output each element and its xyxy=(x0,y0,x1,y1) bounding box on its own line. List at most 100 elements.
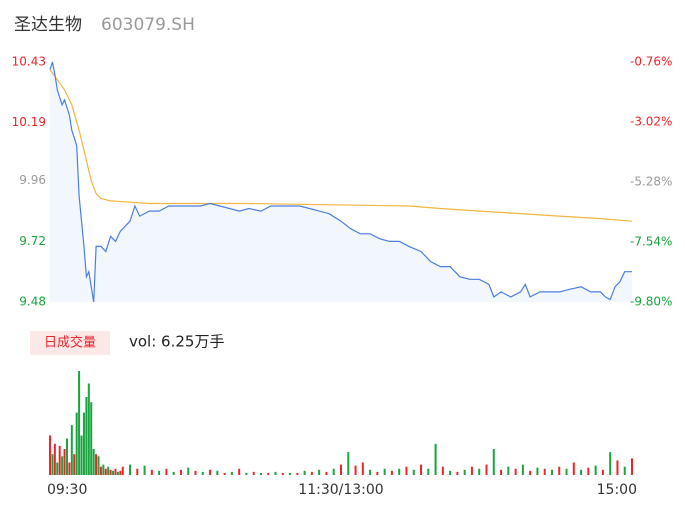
volume-bar xyxy=(252,471,255,475)
volume-bar xyxy=(73,454,76,475)
volume-bar xyxy=(56,462,59,475)
volume-bar xyxy=(53,443,56,475)
volume-bar xyxy=(456,471,459,475)
volume-bar xyxy=(274,471,277,475)
volume-bar xyxy=(550,469,553,475)
volume-bar xyxy=(463,469,466,475)
volume-bar xyxy=(65,438,68,475)
chart-title: 圣达生物 xyxy=(14,15,82,35)
volume-bar xyxy=(109,469,112,475)
y2-tick-label: -5.28% xyxy=(630,175,672,189)
x-tick-label: 09:30 xyxy=(47,482,87,498)
volume-bar xyxy=(616,460,619,475)
x-tick-label: 11:30/13:00 xyxy=(298,482,383,498)
volume-bar xyxy=(376,471,379,475)
volume-bar xyxy=(92,449,95,475)
price-line xyxy=(49,61,632,303)
volume-bar xyxy=(398,468,401,475)
average-line xyxy=(49,69,633,222)
volume-bar xyxy=(63,449,66,475)
volume-bar xyxy=(558,466,561,475)
volume-bar xyxy=(361,462,364,475)
volume-bar xyxy=(354,465,357,475)
y-tick-label: 9.72 xyxy=(19,234,46,248)
volume-bar xyxy=(420,464,423,475)
volume-bar xyxy=(85,397,88,475)
volume-bar xyxy=(58,445,61,475)
volume-bar xyxy=(230,471,233,475)
volume-bar xyxy=(97,456,100,475)
volume-bar xyxy=(136,468,139,475)
volume-bar xyxy=(296,472,299,475)
volume-bar xyxy=(514,468,517,475)
volume-bar xyxy=(121,466,124,475)
volume-bar xyxy=(99,466,102,475)
volume-label: 日成交量 xyxy=(44,335,96,351)
volume-bar xyxy=(78,371,81,475)
volume-bar xyxy=(521,464,524,475)
volume-bar xyxy=(238,468,241,475)
volume-text: vol: 6.25万手 xyxy=(129,333,224,351)
volume-bar xyxy=(281,472,284,475)
volume-bar xyxy=(587,467,590,475)
volume-bar xyxy=(245,472,248,475)
volume-bar xyxy=(500,469,503,475)
y2-tick-label: -0.76% xyxy=(630,55,672,69)
volume-bar xyxy=(172,471,175,475)
y2-tick-label: -3.02% xyxy=(630,115,672,129)
volume-bar xyxy=(325,471,328,475)
volume-bar xyxy=(405,466,408,475)
volume-bar xyxy=(623,466,626,475)
volume-bar xyxy=(194,470,197,475)
volume-bar xyxy=(580,469,583,475)
volume-bar xyxy=(485,464,488,475)
volume-bar xyxy=(102,464,105,475)
price-area xyxy=(50,62,632,302)
volume-bar xyxy=(441,466,444,475)
volume-bar xyxy=(80,435,83,475)
volume-bar xyxy=(114,468,117,475)
volume-bar xyxy=(216,470,219,475)
volume-bar xyxy=(572,462,575,475)
volume-bar xyxy=(51,454,54,475)
y-tick-label: 10.43 xyxy=(12,55,46,69)
volume-bar xyxy=(259,472,262,475)
volume-bar xyxy=(369,469,372,475)
volume-bar xyxy=(116,471,119,475)
volume-bar xyxy=(129,464,132,475)
volume-bar xyxy=(383,468,386,475)
volume-bar xyxy=(536,467,539,475)
volume-bar xyxy=(95,454,98,475)
y2-tick-label: -7.54% xyxy=(630,235,672,249)
volume-bar xyxy=(492,449,495,475)
volume-bar xyxy=(150,469,153,475)
volume-bar xyxy=(68,462,71,475)
y-tick-label: 9.96 xyxy=(19,173,46,187)
volume-bar xyxy=(507,466,510,475)
volume-bar xyxy=(347,452,350,475)
volume-bar xyxy=(90,402,93,475)
volume-bar xyxy=(61,456,64,475)
volume-bar xyxy=(223,472,226,475)
volume-bar xyxy=(427,468,430,475)
volume-bar xyxy=(303,470,306,475)
volume-bar xyxy=(601,469,604,475)
volume-bar xyxy=(449,470,452,475)
volume-bar xyxy=(104,468,107,475)
volume-bar xyxy=(158,470,161,475)
volume-bar xyxy=(609,452,612,475)
volume-bar xyxy=(594,465,597,475)
volume-bar xyxy=(143,465,146,475)
y-tick-label: 10.19 xyxy=(12,115,46,129)
volume-bar xyxy=(412,469,415,475)
y2-tick-label: -9.80% xyxy=(630,295,672,309)
x-tick-label: 15:00 xyxy=(597,482,637,498)
volume-bar xyxy=(434,443,437,475)
volume-bar xyxy=(165,468,168,475)
volume-bar xyxy=(201,471,204,475)
volume-bar xyxy=(470,466,473,475)
volume-bar xyxy=(82,412,85,475)
volume-bar xyxy=(310,471,313,475)
